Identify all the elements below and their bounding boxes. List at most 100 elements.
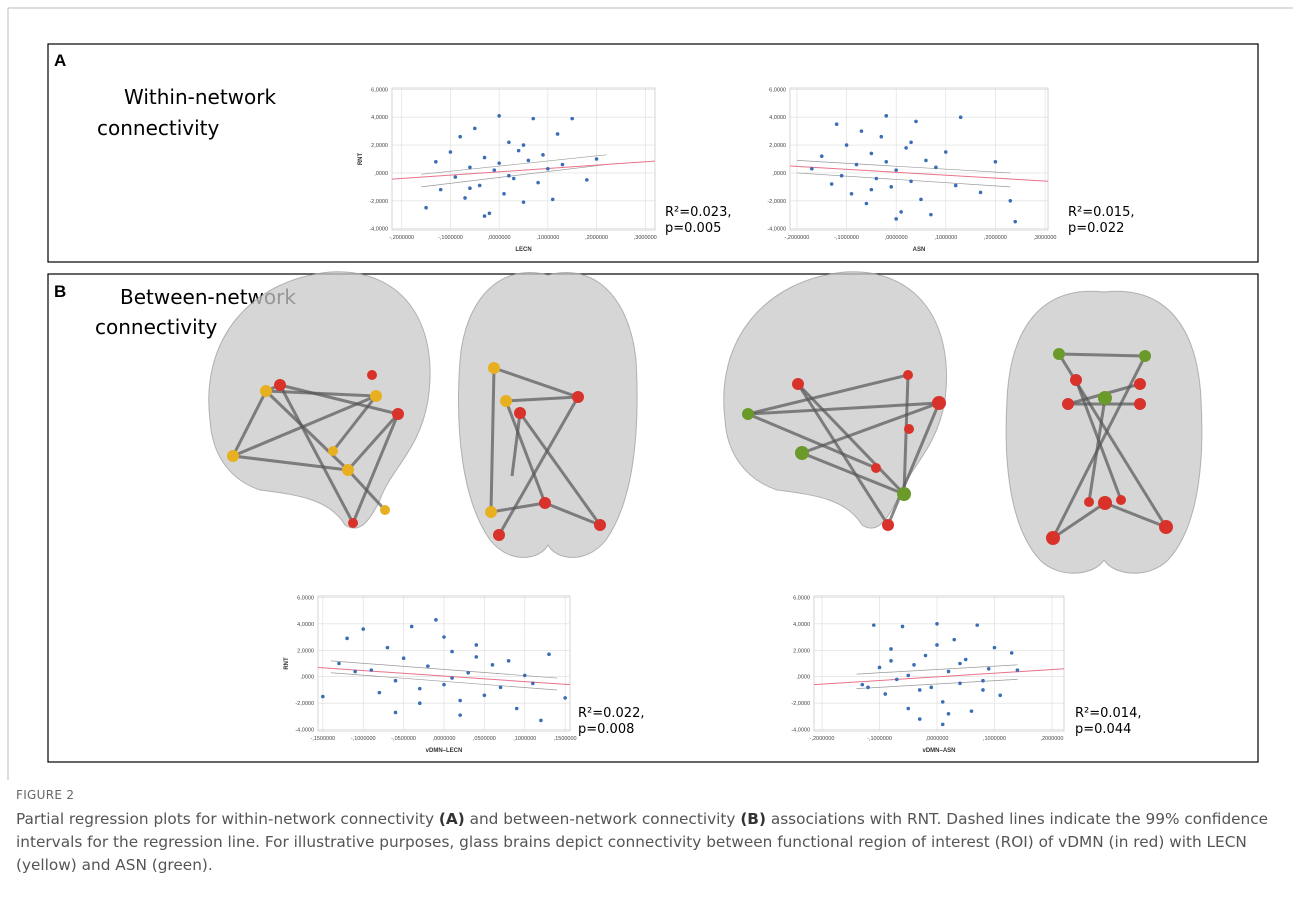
x-tick-label: ,1000000 [934,235,957,241]
point [458,699,462,703]
x-tick-label: ,1000000 [513,736,536,742]
point [475,643,479,647]
point [563,696,567,700]
point [906,674,910,678]
point [337,662,341,666]
point [424,206,428,210]
point [475,655,479,659]
point [523,674,527,678]
x-tick-label: ,3000000 [634,235,657,241]
point [1010,651,1014,655]
point [909,179,913,183]
point [522,200,526,204]
x-tick-label: ,0000000 [433,736,456,742]
y-tick-label: 4,0000 [793,622,810,628]
y-tick-label: 2,0000 [769,143,786,149]
point [993,646,997,650]
point [507,659,511,663]
point [981,688,985,692]
point [402,656,406,660]
x-tick-label: -,2000000 [810,736,835,742]
annotation: p=0.008 [578,722,634,737]
caption-text: (B) [740,810,766,828]
point [929,213,933,217]
annotation: p=0.005 [665,221,721,236]
point [924,159,928,163]
point [958,662,962,666]
point [570,117,574,121]
point [830,182,834,186]
point [952,638,956,642]
y-tick-label: 6,0000 [793,595,810,601]
point [497,161,501,165]
point [531,682,535,686]
scatter-plot: -4,0000-2,0000,00002,00004,00006,0000-,1… [284,595,645,754]
point [884,114,888,118]
x-tick-label: ,2000000 [984,235,1007,241]
point [934,166,938,170]
point [536,181,540,185]
y-tick-label: -4,0000 [767,227,786,233]
x-tick-label: ,0000000 [885,235,908,241]
point [527,159,531,163]
y-tick-label: 2,0000 [793,648,810,654]
point [981,679,985,683]
brain-sagittal-asn [724,272,947,531]
plot-area [790,88,1048,230]
annotation: p=0.044 [1075,722,1131,737]
x-tick-label: -,0500000 [391,736,416,742]
x-tick-label: ,1000000 [536,235,559,241]
point [1008,199,1012,203]
y-tick-label: -4,0000 [791,728,810,734]
point [906,707,910,711]
point [850,192,854,196]
plot-area [814,596,1064,731]
point [935,622,939,626]
panel-title: connectivity [95,315,218,339]
point [321,695,325,699]
point [866,686,870,690]
x-tick-label: ,1000000 [983,736,1006,742]
point [394,679,398,683]
point [522,143,526,147]
brain-axial-lecn [459,272,638,557]
point [941,700,945,704]
y-tick-label: 6,0000 [297,595,314,601]
point [468,166,472,170]
panel-title: Within-network [124,85,276,109]
point [899,210,903,214]
x-tick-label: -,1000000 [867,736,892,742]
point [483,156,487,160]
point [889,659,893,663]
panel-label: B [54,282,66,301]
point [507,140,511,144]
point [483,214,487,218]
x-tick-label: ,0000000 [488,235,511,241]
annotation: p=0.022 [1068,221,1124,236]
point [879,135,883,139]
point [386,646,390,650]
point [492,168,496,172]
point [918,688,922,692]
scatter-plot: -4,0000-2,0000,00002,00004,00006,0000-,2… [358,87,732,253]
point [884,160,888,164]
point [941,723,945,727]
point [439,188,443,192]
point [810,167,814,171]
point [491,663,495,667]
point [970,709,974,713]
y-tick-label: -2,0000 [295,701,314,707]
point [840,174,844,178]
page: A Within-network connectivity B Between-… [0,0,1293,902]
point [845,143,849,147]
y-tick-label: -2,0000 [369,199,388,205]
figure: A Within-network connectivity B Between-… [0,0,1293,780]
point [507,174,511,178]
point [883,692,887,696]
x-tick-label: -,2000000 [389,235,414,241]
point [418,687,422,691]
y-tick-label: ,0000 [772,171,786,177]
point [458,135,462,139]
point [870,152,874,156]
point [979,191,983,195]
